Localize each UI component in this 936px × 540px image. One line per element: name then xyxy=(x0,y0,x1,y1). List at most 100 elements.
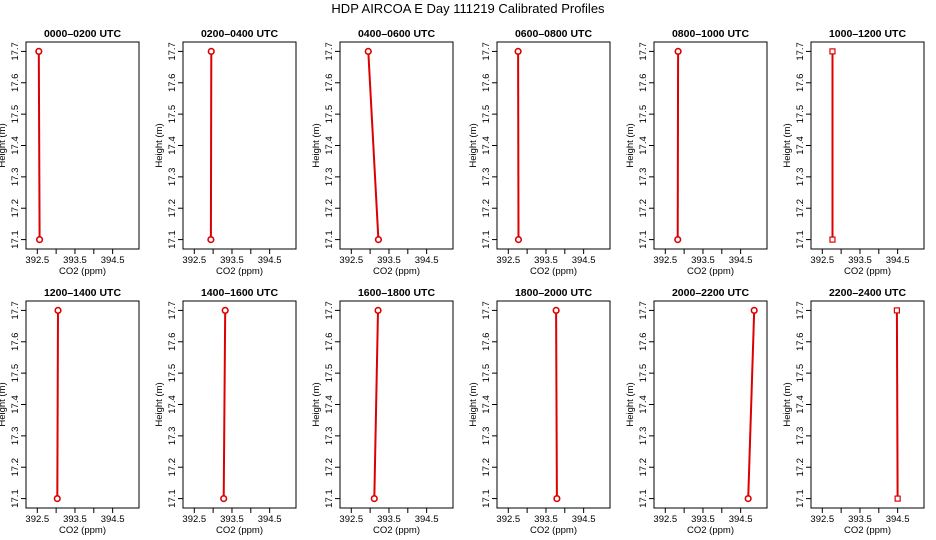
x-tick-label: 393.5 xyxy=(848,255,872,266)
data-point xyxy=(893,307,900,314)
y-tick-label: 17.1 xyxy=(481,489,492,508)
panel-title: 1000–1200 UTC xyxy=(829,28,906,40)
data-point xyxy=(374,235,383,244)
data-point xyxy=(220,494,228,503)
panel-title: 1800–2000 UTC xyxy=(515,287,592,299)
y-tick-label: 17.2 xyxy=(795,199,806,218)
x-tick-label: 394.5 xyxy=(729,514,753,525)
y-tick-label: 17.1 xyxy=(324,489,335,508)
y-tick-label: 17.4 xyxy=(638,136,649,155)
y-tick-label: 17.1 xyxy=(795,230,806,249)
data-point xyxy=(514,235,523,244)
x-axis-label: CO2 (ppm) xyxy=(59,266,106,277)
data-point xyxy=(829,48,836,55)
x-tick-label: 394.5 xyxy=(886,255,910,266)
y-axis-label: Height (m) xyxy=(0,123,8,167)
y-axis-label: Height (m) xyxy=(782,123,793,167)
data-point xyxy=(370,494,378,503)
plot-frame xyxy=(653,300,768,509)
x-axis-label: CO2 (ppm) xyxy=(59,525,106,536)
y-tick-label: 17.3 xyxy=(795,427,806,446)
y-axis-label: Height (m) xyxy=(625,382,636,426)
x-tick-label: 394.5 xyxy=(415,255,439,266)
y-tick-label: 17.3 xyxy=(795,168,806,187)
x-axis-label: CO2 (ppm) xyxy=(216,525,263,536)
y-tick-label: 17.2 xyxy=(638,199,649,218)
profile-line xyxy=(56,310,59,499)
x-tick-label: 394.5 xyxy=(258,514,282,525)
y-tick-label: 17.7 xyxy=(481,42,492,61)
y-tick-label: 17.4 xyxy=(10,395,21,414)
y-axis-label: Height (m) xyxy=(154,382,165,426)
y-tick-label: 17.6 xyxy=(10,333,21,352)
y-tick-label: 17.7 xyxy=(638,42,649,61)
x-axis-label: CO2 (ppm) xyxy=(373,266,420,277)
y-tick-label: 17.3 xyxy=(324,427,335,446)
panel-title: 0400–0600 UTC xyxy=(358,28,435,40)
y-tick-label: 17.2 xyxy=(481,199,492,218)
y-tick-label: 17.2 xyxy=(481,458,492,477)
x-tick-label: 394.5 xyxy=(729,255,753,266)
y-tick-label: 17.3 xyxy=(10,168,21,187)
y-tick-label: 17.3 xyxy=(638,427,649,446)
y-tick-label: 17.5 xyxy=(481,105,492,124)
x-tick-label: 394.5 xyxy=(572,255,596,266)
y-axis-label: Height (m) xyxy=(0,382,8,426)
y-tick-label: 17.7 xyxy=(795,42,806,61)
x-tick-label: 394.5 xyxy=(415,514,439,525)
x-tick-label: 393.5 xyxy=(377,255,401,266)
x-tick-label: 393.5 xyxy=(63,514,87,525)
x-tick-label: 393.5 xyxy=(534,255,558,266)
y-tick-label: 17.3 xyxy=(10,427,21,446)
data-point xyxy=(53,494,61,503)
y-tick-label: 17.4 xyxy=(167,395,178,414)
plot-frame xyxy=(182,41,297,250)
data-point xyxy=(35,47,43,56)
y-tick-label: 17.5 xyxy=(10,364,21,383)
y-tick-label: 17.3 xyxy=(481,168,492,187)
y-tick-label: 17.7 xyxy=(638,301,649,320)
y-tick-label: 17.4 xyxy=(795,136,806,155)
x-axis-label: CO2 (ppm) xyxy=(687,525,734,536)
y-tick-label: 17.4 xyxy=(795,395,806,414)
x-tick-label: 394.5 xyxy=(886,514,910,525)
y-tick-label: 17.1 xyxy=(795,489,806,508)
x-tick-label: 392.5 xyxy=(810,255,834,266)
y-tick-label: 17.4 xyxy=(481,395,492,414)
y-axis-label: Height (m) xyxy=(311,382,322,426)
y-tick-label: 17.2 xyxy=(324,199,335,218)
y-tick-label: 17.7 xyxy=(324,301,335,320)
y-tick-label: 17.3 xyxy=(638,168,649,187)
y-tick-label: 17.5 xyxy=(638,105,649,124)
y-tick-label: 17.1 xyxy=(10,489,21,508)
y-tick-label: 17.6 xyxy=(167,74,178,93)
x-axis-label: CO2 (ppm) xyxy=(530,266,577,277)
y-tick-label: 17.6 xyxy=(324,74,335,93)
panel-title: 0800–1000 UTC xyxy=(672,28,749,40)
y-tick-label: 17.1 xyxy=(638,489,649,508)
y-tick-label: 17.4 xyxy=(324,136,335,155)
y-tick-label: 17.3 xyxy=(167,427,178,446)
y-tick-label: 17.4 xyxy=(167,136,178,155)
profile-line xyxy=(895,310,899,499)
x-axis-label: CO2 (ppm) xyxy=(373,525,420,536)
x-tick-label: 392.5 xyxy=(653,514,677,525)
y-axis-label: Height (m) xyxy=(311,123,322,167)
profile-line xyxy=(747,310,756,499)
plot-frame xyxy=(339,300,454,509)
plot-frame xyxy=(496,300,611,509)
x-axis-label: CO2 (ppm) xyxy=(687,266,734,277)
data-point xyxy=(374,306,382,315)
y-tick-label: 17.4 xyxy=(638,395,649,414)
x-tick-label: 393.5 xyxy=(220,514,244,525)
y-tick-label: 17.6 xyxy=(795,74,806,93)
x-tick-label: 392.5 xyxy=(496,514,520,525)
data-point xyxy=(221,306,229,315)
x-axis-label: CO2 (ppm) xyxy=(530,525,577,536)
y-tick-label: 17.4 xyxy=(481,136,492,155)
x-tick-label: 393.5 xyxy=(63,255,87,266)
y-tick-label: 17.2 xyxy=(167,458,178,477)
panel-title: 0000–0200 UTC xyxy=(44,28,121,40)
profile-line xyxy=(222,310,227,499)
